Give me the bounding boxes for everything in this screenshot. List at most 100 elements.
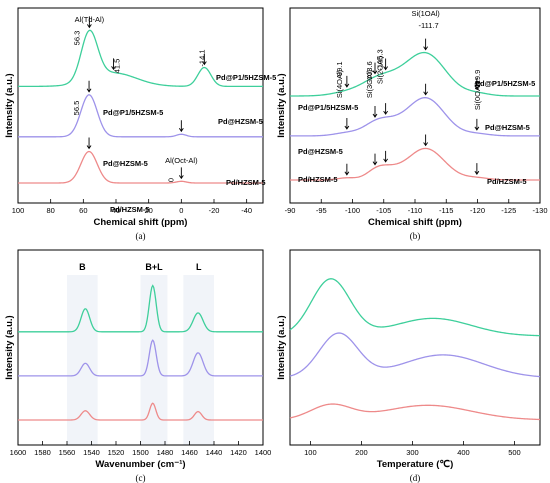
x-tick-label-1: -95 [316,206,327,215]
peak-arrow-1-2 [372,106,378,118]
series-curve-2 [289,403,541,421]
peak-annotation-1: 56.3 [72,31,81,46]
series-label-0: Pd@P1/5HZSM-5 [475,79,535,88]
plot-frame [17,7,264,204]
series-label-2: Pd/HZSM-5 [226,178,266,187]
peak-annotation-9: Si(0OAl) [473,81,482,110]
series-label-2: Pd/HZSM-5 [110,205,150,214]
x-tick-label-5: -115 [439,206,453,215]
peak-arrow-1-1 [383,103,388,115]
x-tick-label-4: 20 [144,206,152,215]
x-axis-title: Chemical shift (ppm) [94,217,188,228]
series-label-1: Pd@HZSM-5 [298,147,343,156]
series-label-0: Pd@P1/5HZSM-5 [103,108,163,117]
panel-label: (d) [410,473,421,483]
peak-annotation-2: -99.1 [335,61,344,78]
peak-arrow-1-4 [474,118,480,131]
peak-arrow-1-3 [344,117,350,130]
series-label-1: Pd@HZSM-5 [485,123,530,132]
series-curve-1 [289,332,541,378]
series-label-0: Pd@P1/5HZSM-5 [216,73,276,82]
peak-arrow-1-0 [86,80,92,93]
x-tick-label-2: 60 [79,206,87,215]
peak-arrow-2-1 [178,167,184,180]
x-tick-label-8: 1440 [206,448,223,457]
peak-annotation-0: Al(Td-Al) [75,15,105,24]
x-tick-label-8: -130 [532,206,547,215]
peak-arrow-1-1 [178,120,184,133]
x-tick-label-5: 0 [179,206,183,215]
series-curve-1 [18,94,263,138]
series-curve-2 [18,150,263,184]
peak-arrow-2-3 [344,163,350,176]
peak-annotation-4: 56.5 [72,101,81,116]
x-tick-label-6: -20 [209,206,220,215]
band-label-1: B+L [145,262,163,272]
peak-annotation-5: Si(3OAl) [365,69,374,98]
x-axis-title: Wavenumber (cm⁻¹) [95,459,185,470]
peak-annotation-5: Al(Oct-Al) [165,156,198,165]
x-tick-label-6: -120 [470,206,485,215]
peak-arrow-0-1 [111,58,116,71]
peak-arrow-2-4 [474,163,480,175]
x-tick-label-3: -105 [376,206,391,215]
peak-arrow-0-2 [201,53,207,66]
panel-a: 100 80 60 40 20 0 -20 -40 Chemical shift (ppm) In… [4,7,264,241]
x-tick-label-2: 300 [406,448,419,457]
x-axis-title: Chemical shift (ppm) [368,217,462,228]
x-tick-label-2: 1560 [59,448,76,457]
band-label-2: L [196,262,202,272]
plot-frame [289,249,541,446]
series-curve-1 [18,339,263,377]
panel-label: (b) [410,231,421,241]
series-curve-1 [290,97,540,137]
x-tick-label-3: 1540 [83,448,100,457]
peak-arrow-1-0 [423,83,428,96]
x-tick-label-1: 1580 [34,448,51,457]
series-label-2: Pd/HZSM-5 [298,175,338,184]
x-tick-label-7: -125 [501,206,516,215]
panel-label: (a) [136,231,146,241]
y-axis-title: Intensity (a.u.) [276,315,287,379]
series-label-1: Pd@HZSM-5 [218,117,263,126]
peak-arrow-2-1 [383,150,388,163]
peak-arrow-0-0 [423,38,428,51]
peak-annotation-0: Si(1OAl) [411,9,440,18]
peak-arrow-0-1 [383,58,388,71]
band-region-2 [183,275,214,445]
panel-d: 100 200 300 400 500 Temperature (℃) Intensity … [276,79,541,483]
x-tick-label-0: 100 [12,206,25,215]
y-axis-title: Intensity (a.u.) [4,315,15,379]
x-tick-label-10: 1400 [255,448,272,457]
panel-label: (c) [136,473,146,483]
band-region-1 [140,275,168,445]
x-tick-label-9: 1420 [230,448,247,457]
series-curve-0 [18,284,263,333]
peak-annotation-1: -111.7 [419,21,439,30]
panel-c: B B+L L 1600 1580 1560 1540 1520 1500 1480 1460 144… [4,73,276,483]
x-tick-label-2: -100 [345,206,360,215]
series-curve-0 [289,51,540,97]
peak-annotation-2: 41.5 [113,59,122,74]
peak-annotation-7: Si(2OAl) [376,55,385,84]
peak-annotation-8: -119.9 [473,70,482,91]
x-tick-label-6: 1480 [157,448,174,457]
band-region-0 [67,275,98,445]
series-label-1: Pd@HZSM-5 [103,159,148,168]
x-tick-label-5: 1500 [132,448,149,457]
x-axis-title: Temperature (℃) [377,459,453,470]
series-label-2: Pd/HZSM-5 [487,177,527,186]
x-tick-label-7: 1460 [181,448,198,457]
peak-annotation-4: -103.6 [365,61,374,82]
panel-b: -90 -95 -100 -105 -110 -115 -120 -125 -130 Chemic… [276,7,548,241]
series-curve-0 [289,278,541,337]
series-curve-2 [290,147,540,181]
x-tick-label-4: 500 [508,448,521,457]
y-axis-title: Intensity (a.u.) [276,73,287,137]
x-tick-label-0: -90 [285,206,296,215]
x-tick-label-1: 80 [46,206,54,215]
series-curve-0 [18,29,263,88]
peak-arrow-2-2 [372,153,378,166]
x-tick-label-4: -110 [408,206,422,215]
band-label-0: B [79,262,86,272]
